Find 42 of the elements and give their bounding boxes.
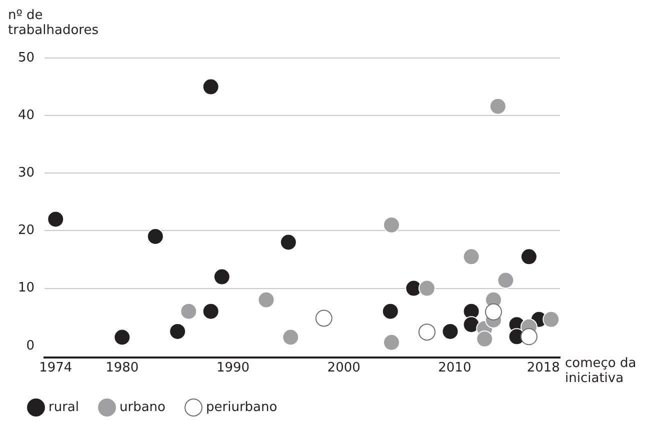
point [520, 248, 538, 266]
point [418, 280, 436, 297]
point [497, 272, 514, 289]
legend-label: periurbano [206, 400, 278, 415]
point [280, 234, 297, 251]
point [520, 328, 538, 346]
point [383, 216, 400, 234]
point [282, 328, 300, 346]
y-tick-label: 40 [18, 108, 35, 123]
y-tick-label: 50 [18, 50, 35, 66]
point [462, 248, 480, 266]
x-tick-label: 2010 [438, 360, 472, 376]
x-tick-label: 1990 [216, 360, 250, 376]
y-tick-label: 0 [26, 338, 35, 354]
y-tick-label: 10 [18, 280, 35, 296]
point [484, 303, 502, 320]
x-tick-label: 1974 [39, 360, 72, 376]
point [489, 98, 506, 115]
point [213, 268, 230, 286]
point [202, 78, 220, 96]
point [382, 302, 399, 320]
point [47, 210, 64, 228]
point [258, 291, 275, 308]
point [169, 322, 186, 340]
y-tick-label: 30 [18, 166, 35, 181]
point [383, 334, 400, 351]
point [114, 328, 131, 346]
point [442, 322, 459, 340]
point [542, 310, 560, 328]
point [146, 228, 164, 245]
point [462, 316, 480, 334]
legend-label: urbano [120, 400, 166, 415]
y-tick-label: 20 [18, 223, 35, 238]
y-axis-title: nº de trabalhadores [8, 8, 100, 38]
point [180, 302, 198, 320]
x-tick-label: 2000 [327, 360, 360, 376]
point [476, 330, 494, 348]
x-tick-label: 1980 [106, 360, 139, 376]
x-tick-label: 2018 [526, 360, 560, 376]
x-axis-title: começo da iniciativa [565, 356, 638, 386]
legend-label: rural [48, 400, 80, 415]
point [202, 302, 220, 320]
